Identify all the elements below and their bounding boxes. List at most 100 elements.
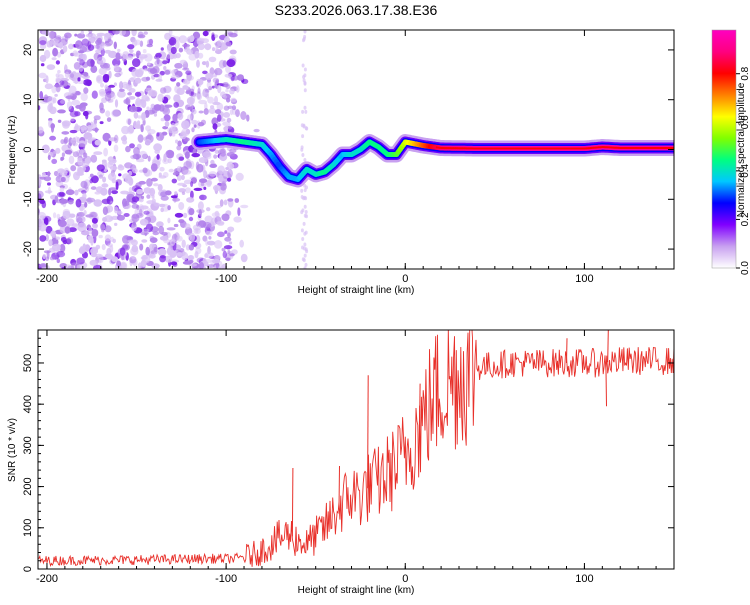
noise-speckle <box>303 232 306 236</box>
noise-speckle <box>81 31 84 35</box>
noise-speckle <box>39 264 48 267</box>
noise-speckle <box>161 118 165 121</box>
colorbar-tick-label: 0.0 <box>740 261 750 275</box>
noise-speckle <box>92 91 98 99</box>
noise-speckle <box>156 154 159 160</box>
noise-speckle <box>300 189 303 193</box>
noise-speckle <box>121 136 127 141</box>
noise-speckle <box>215 79 219 83</box>
noise-speckle <box>134 112 139 119</box>
noise-speckle <box>227 59 236 67</box>
noise-speckle <box>191 109 196 115</box>
noise-speckle <box>175 140 178 144</box>
noise-speckle <box>103 206 108 215</box>
noise-speckle <box>40 55 47 62</box>
noise-speckle <box>36 178 42 186</box>
noise-speckle <box>209 171 217 177</box>
noise-speckle <box>178 202 184 210</box>
noise-speckle <box>84 202 87 208</box>
noise-speckle <box>125 146 131 152</box>
noise-speckle <box>56 35 62 39</box>
colorbar-tick-label: 0.8 <box>740 66 750 80</box>
noise-speckle <box>217 165 225 174</box>
noise-speckle <box>174 224 179 227</box>
noise-speckle <box>105 74 110 79</box>
noise-speckle <box>212 86 215 89</box>
snr-spike <box>567 338 568 363</box>
noise-speckle <box>118 173 121 176</box>
noise-speckle <box>191 120 198 125</box>
noise-speckle <box>135 92 141 97</box>
noise-speckle <box>213 185 221 191</box>
noise-speckle <box>217 232 225 238</box>
noise-speckle <box>143 168 148 174</box>
noise-speckle <box>151 195 154 199</box>
noise-speckle <box>65 95 74 99</box>
noise-speckle <box>177 113 183 120</box>
noise-speckle <box>109 187 117 191</box>
noise-speckle <box>41 63 45 66</box>
noise-speckle <box>178 188 186 192</box>
noise-speckle <box>226 42 232 47</box>
noise-speckle <box>138 181 146 185</box>
colorbar-label: Normalized spectral amplitude <box>736 82 747 217</box>
noise-speckle <box>203 187 206 190</box>
noise-speckle <box>210 105 214 109</box>
noise-speckle <box>162 60 167 64</box>
noise-speckle <box>171 123 175 131</box>
noise-speckle <box>164 105 172 108</box>
noise-speckle <box>114 223 117 226</box>
noise-speckle <box>91 123 97 128</box>
noise-speckle <box>212 102 220 105</box>
noise-speckle <box>176 145 181 150</box>
noise-speckle <box>72 224 79 227</box>
noise-speckle <box>229 89 235 95</box>
noise-speckle <box>91 155 98 163</box>
noise-speckle <box>164 33 171 40</box>
noise-speckle <box>203 31 209 36</box>
noise-speckle <box>91 252 97 257</box>
noise-speckle <box>303 78 306 82</box>
noise-speckle <box>81 181 88 188</box>
noise-speckle <box>48 239 52 246</box>
noise-speckle <box>240 205 248 208</box>
noise-speckle <box>145 139 151 145</box>
noise-speckle <box>50 256 55 260</box>
noise-speckle <box>105 234 111 241</box>
noise-speckle <box>73 151 79 157</box>
noise-speckle <box>164 114 171 121</box>
noise-speckle <box>303 196 306 200</box>
noise-speckle <box>223 251 227 258</box>
noise-speckle <box>90 179 94 184</box>
noise-speckle <box>217 40 223 47</box>
noise-speckle <box>157 57 160 65</box>
noise-speckle <box>197 264 201 272</box>
noise-speckle <box>114 206 118 213</box>
noise-speckle <box>115 99 118 107</box>
noise-speckle <box>153 183 159 186</box>
noise-speckle <box>129 106 138 113</box>
noise-speckle <box>37 105 40 110</box>
noise-speckle <box>179 35 188 43</box>
noise-speckle <box>49 136 56 141</box>
noise-speckle <box>96 186 104 192</box>
noise-speckle <box>82 193 86 199</box>
noise-speckle <box>165 70 171 75</box>
noise-speckle <box>305 214 308 218</box>
noise-speckle <box>218 174 223 182</box>
noise-speckle <box>79 143 86 147</box>
noise-speckle <box>138 34 146 38</box>
noise-speckle <box>239 240 244 248</box>
noise-speckle <box>141 99 146 108</box>
noise-speckle <box>47 171 50 176</box>
noise-speckle <box>214 68 222 75</box>
noise-speckle <box>165 121 170 127</box>
noise-speckle <box>303 222 306 226</box>
noise-speckle <box>185 187 191 193</box>
noise-speckle <box>117 49 120 52</box>
noise-speckle <box>170 238 175 246</box>
noise-speckle <box>104 50 111 54</box>
noise-speckle <box>48 155 51 160</box>
noise-speckle <box>67 237 74 244</box>
